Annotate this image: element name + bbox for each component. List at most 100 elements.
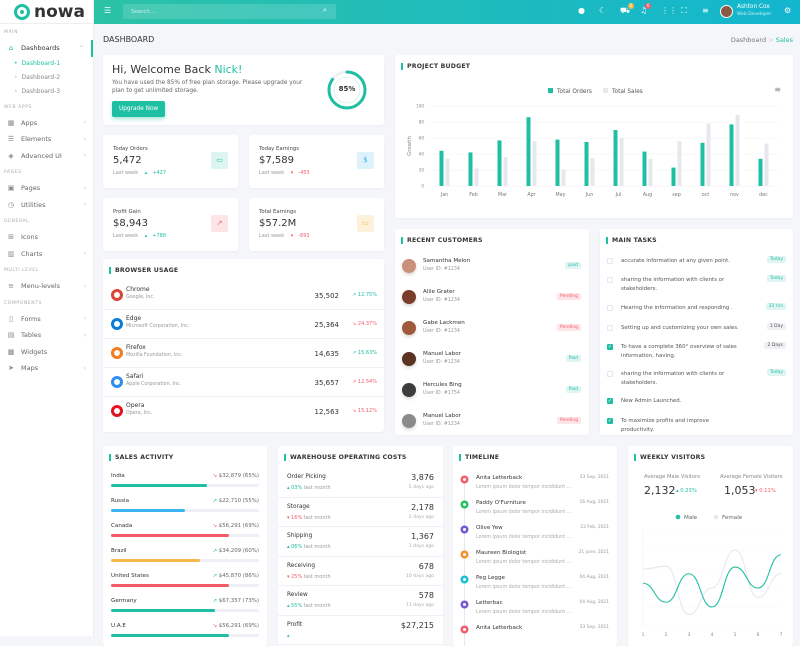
gear-icon[interactable]: ⚙: [784, 6, 792, 15]
cost-value: 578: [418, 591, 434, 600]
apps-grid-icon[interactable]: ⋮⋮: [661, 6, 677, 15]
stat-value: $7,589: [259, 155, 294, 166]
customer-name: Manuel Labor: [423, 413, 461, 419]
moon-icon[interactable]: ☾: [599, 6, 607, 15]
timeline-name: Anita Letterback: [476, 475, 523, 481]
x-tick-label: sep: [672, 193, 681, 198]
user-profile[interactable]: Ashton Cox Web Developer: [720, 4, 771, 18]
timeline-dot-icon: [461, 476, 468, 483]
bar-total-orders: [758, 158, 763, 186]
sidebar-item-maps[interactable]: ➤ Maps ›: [0, 360, 93, 377]
wallet-icon: ▭: [357, 215, 374, 232]
card-title: SALES ACTIVITY: [109, 454, 173, 461]
sidebar-subitem[interactable]: Dashboard-3: [0, 85, 93, 99]
chart-menu-icon[interactable]: ≡: [774, 85, 781, 94]
logo[interactable]: nowa: [0, 0, 93, 24]
search-input[interactable]: [123, 4, 336, 19]
task-checkbox[interactable]: ✓: [607, 344, 613, 350]
gift-icon: ⊞: [8, 233, 14, 242]
bar-total-sales: [764, 143, 769, 186]
bar-total-orders: [555, 139, 560, 186]
sidebar-subitem[interactable]: Dashboard-2: [0, 71, 93, 85]
recent-customers-card: RECENT CUSTOMERS Samantha Melon User ID:…: [395, 229, 589, 435]
sales-value: ↗ $22,710 (55%): [212, 498, 259, 504]
country-name: Canada: [111, 523, 133, 529]
customer-row[interactable]: Manuel Labor User ID: #1234 Pending: [395, 408, 589, 439]
browser-change: ↘ 24.37%: [352, 321, 377, 327]
sidebar-item-icons[interactable]: ⊞ Icons: [0, 229, 93, 246]
sidebar-item-apps[interactable]: ▦ Apps ›: [0, 115, 93, 132]
task-checkbox[interactable]: [607, 371, 613, 377]
progress-bar: [111, 584, 259, 587]
timeline-text: Lorem ipsum dolor tempor incididunt ...: [476, 585, 572, 590]
sidebar-item-label: Tables: [21, 331, 42, 340]
sidebar-right-icon[interactable]: ≡: [702, 6, 709, 15]
timeline-name: Paddy O'Furniture: [476, 500, 526, 506]
bar-total-sales: [735, 114, 740, 186]
breadcrumb-item[interactable]: Dashboard: [730, 36, 767, 44]
task-text: accurate information at any given point.: [621, 258, 730, 264]
flag-icon[interactable]: ●: [578, 6, 585, 15]
chevron-right-icon: ›: [83, 201, 86, 209]
customer-row[interactable]: Allie Grater User ID: #1234 Pending: [395, 284, 589, 315]
task-checkbox[interactable]: [607, 305, 613, 311]
task-checkbox[interactable]: [607, 277, 613, 283]
card-title: PROJECT BUDGET: [401, 63, 470, 70]
welcome-card: Hi, Welcome Back Nick! You have used the…: [103, 55, 384, 125]
sidebar-item-widgets[interactable]: ▩ Widgets: [0, 344, 93, 361]
task-checkbox[interactable]: ✓: [607, 418, 613, 424]
cart-icon[interactable]: ⛟ 5: [620, 3, 635, 15]
avatar: [402, 352, 416, 366]
task-checkbox[interactable]: ✓: [607, 398, 613, 404]
search-icon[interactable]: ⌕: [323, 6, 327, 14]
task-checkbox[interactable]: [607, 325, 613, 331]
female-label: Average Female Visitors: [720, 474, 783, 480]
customer-row[interactable]: Samantha Melon User ID: #1234 paid: [395, 253, 589, 284]
task-text: Hearing the information and responding .: [621, 305, 733, 311]
bell-icon[interactable]: ♫ 6: [640, 3, 652, 15]
customer-row[interactable]: Manuel Labor User ID: #1234 Paid: [395, 346, 589, 377]
bar-total-sales: [532, 141, 537, 186]
sidebar-section-label: MULTI LEVEL: [4, 268, 39, 273]
country-name: Russia: [111, 498, 129, 504]
chevron-right-icon: ›: [83, 250, 86, 258]
sidebar-item-advanced-ui[interactable]: ◈ Advanced UI ›: [0, 148, 93, 165]
sidebar-item-elements[interactable]: ☰ Elements ›: [0, 131, 93, 148]
y-tick-label: 80: [419, 120, 425, 125]
timeline-name: Maureen Biologist: [476, 550, 527, 556]
customer-row[interactable]: Hercules Bing User ID: #1754 Paid: [395, 377, 589, 408]
x-tick-label: 1: [642, 632, 645, 638]
sidebar-section-label: WEB APPS: [4, 104, 32, 110]
timeline-name: Olive Yew: [476, 525, 503, 531]
x-tick-label: 4: [711, 632, 714, 638]
progress-bar: [111, 484, 259, 487]
bar-total-orders: [439, 150, 444, 186]
sidebar-item-menu-levels[interactable]: ≡ Menu-levels ›: [0, 278, 93, 295]
timeline-name: Letterbac: [476, 600, 503, 606]
sidebar-item-pages[interactable]: ▣ Pages ›: [0, 180, 93, 197]
sidebar-item-tables[interactable]: ▤ Tables ›: [0, 327, 93, 344]
sidebar-item-dashboards[interactable]: ⌂ Dashboards ⌃: [0, 40, 93, 57]
status-badge: paid: [565, 262, 581, 269]
browser-company: Apple Corporation, Inc.: [126, 382, 182, 387]
menu-toggle-icon[interactable]: ☰: [104, 6, 112, 15]
fullscreen-icon[interactable]: ⛶: [681, 6, 687, 15]
timeline-name: Peg Legge: [476, 575, 505, 581]
browser-row: Safari Apple Corporation, Inc. 35,657 ↗ …: [103, 368, 384, 397]
sidebar-item-forms[interactable]: ▯ Forms ›: [0, 311, 93, 328]
sidebar-item-utilities[interactable]: ◷ Utilities ›: [0, 197, 93, 214]
customer-id: User ID: #1754: [423, 391, 460, 396]
bar-total-orders: [584, 142, 589, 186]
sidebar-subitem[interactable]: Dashboard-1: [0, 57, 93, 71]
browser-name: Opera: [126, 402, 145, 409]
bar-total-sales: [677, 141, 682, 186]
sales-value: ↘ $56,291 (69%): [212, 523, 259, 529]
customer-row[interactable]: Gabe Lackmen User ID: #1234 Pending: [395, 315, 589, 346]
upgrade-button[interactable]: Upgrade Now: [112, 101, 166, 117]
timeline-date: 23 Sep, 2021: [579, 625, 609, 630]
legend-swatch: [603, 88, 608, 93]
sidebar-item-charts[interactable]: ▥ Charts ›: [0, 246, 93, 263]
bar-total-orders: [468, 152, 473, 186]
task-checkbox[interactable]: [607, 258, 613, 264]
sidebar-item-label: Elements: [21, 135, 52, 144]
